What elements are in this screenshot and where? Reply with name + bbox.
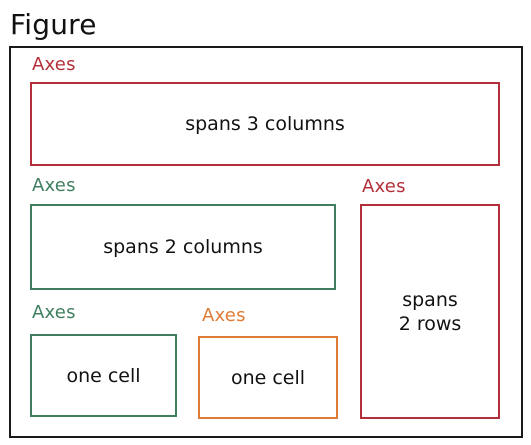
axes-spans-3-columns: spans 3 columns [30, 82, 500, 166]
axes-one-cell-middle: one cell [198, 336, 338, 419]
figure-title: Figure [10, 8, 97, 41]
axes-spans-2-rows-text: spans 2 rows [398, 288, 462, 335]
axes-spans-2-columns-text: spans 2 columns [103, 236, 263, 258]
axes-one-cell-left-text: one cell [66, 364, 141, 387]
axes-one-cell-middle-text: one cell [230, 366, 306, 389]
axes-label-right: Axes [362, 176, 406, 197]
axes-spans-2-rows: spans 2 rows [360, 204, 500, 419]
axes-spans-3-columns-text: spans 3 columns [185, 113, 345, 135]
axes-label-top: Axes [32, 54, 76, 75]
axes-label-bottom-left: Axes [32, 302, 76, 323]
axes-label-bottom-middle: Axes [202, 305, 246, 326]
figure-frame [9, 46, 523, 438]
axes-label-middle-left: Axes [32, 175, 76, 196]
axes-spans-2-columns: spans 2 columns [30, 204, 336, 290]
axes-one-cell-left: one cell [30, 334, 177, 417]
